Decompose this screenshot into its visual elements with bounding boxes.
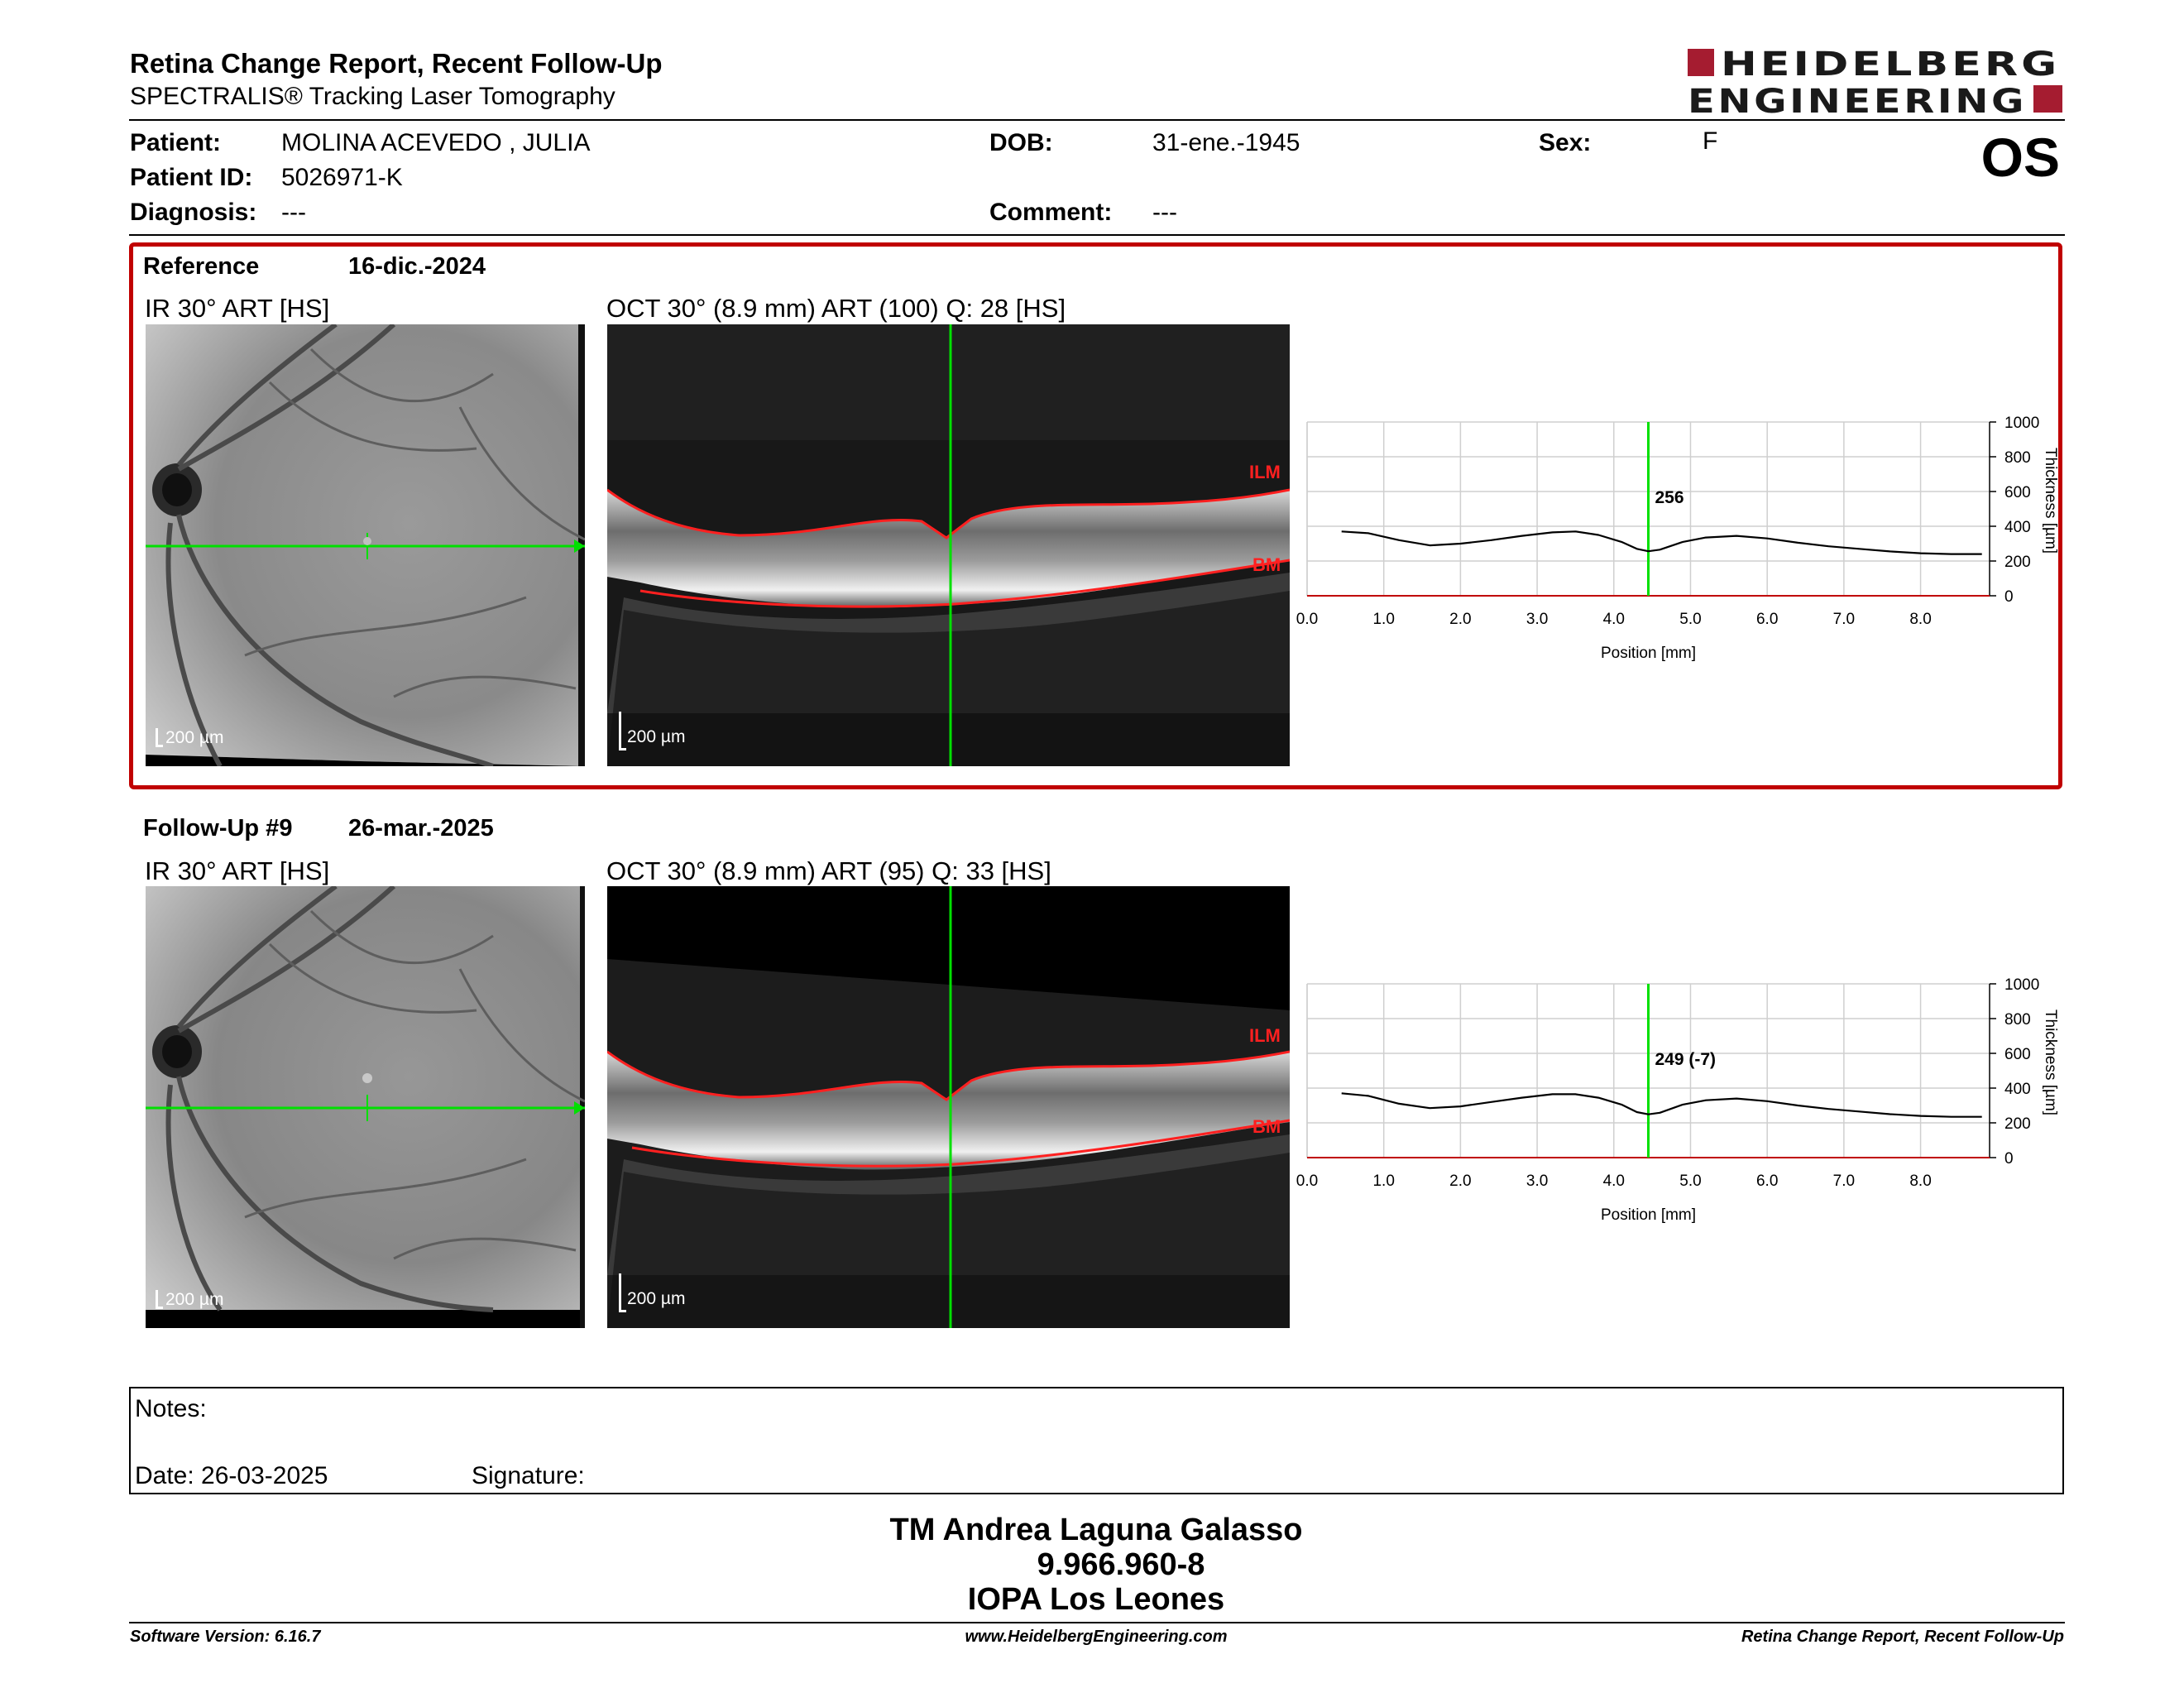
- report-title: Retina Change Report, Recent Follow-Up: [130, 48, 663, 79]
- notes-box: [129, 1387, 2064, 1494]
- reference-label: Reference: [143, 253, 260, 280]
- followup-oct-title: OCT 30° (8.9 mm) ART (95) Q: 33 [HS]: [606, 856, 1051, 885]
- followup-chart-xtick-label: 1.0: [1372, 1172, 1394, 1190]
- reference-chart-ytick-label: 400: [2004, 519, 2031, 536]
- eye-indicator: OS: [1980, 127, 2060, 188]
- followup-chart-ytick-label: 1000: [2004, 976, 2039, 994]
- reference-chart-xtick-label: 6.0: [1756, 611, 1778, 628]
- followup-chart-ylabel: Thickness [µm]: [2042, 1009, 2059, 1115]
- diagnosis-value: ---: [281, 199, 306, 226]
- footer-software-version: Software Version: 6.16.7: [130, 1628, 321, 1646]
- reference-chart-xtick-label: 7.0: [1833, 611, 1855, 628]
- reference-chart-xtick-label: 8.0: [1909, 611, 1931, 628]
- followup-date: 26-mar.-2025: [348, 815, 494, 842]
- followup-chart-xlabel: Position [mm]: [1601, 1206, 1696, 1224]
- followup-oct-scale: 200 µm: [627, 1289, 686, 1308]
- reference-bm-label: BM: [1252, 554, 1281, 575]
- diagnosis-label: Diagnosis:: [130, 199, 257, 226]
- reference-oct-image: ILM BM 200 µm: [607, 324, 1290, 766]
- header-divider: [129, 119, 2065, 121]
- notes-label: Notes:: [135, 1395, 207, 1422]
- reference-oct-scale: 200 µm: [627, 727, 686, 746]
- followup-chart-xtick-label: 3.0: [1526, 1172, 1548, 1190]
- scale-bar-icon: [619, 1273, 626, 1312]
- patient-label: Patient:: [130, 129, 222, 156]
- patient-name: MOLINA ACEVEDO , JULIA: [281, 129, 591, 156]
- comment-label: Comment:: [989, 199, 1113, 226]
- reference-ir-scale: 200 µm: [165, 728, 224, 747]
- reference-frame: [129, 242, 2062, 789]
- reference-chart-cursor-label: 256: [1655, 488, 1684, 507]
- sex-value: F: [1703, 127, 1718, 155]
- logo-line1: HEIDELBERG: [1721, 46, 2060, 84]
- patient-divider: [129, 234, 2065, 236]
- followup-ir-title: IR 30° ART [HS]: [145, 856, 330, 885]
- reference-chart-xtick-label: 2.0: [1449, 611, 1471, 628]
- followup-chart-xtick-label: 5.0: [1679, 1172, 1701, 1190]
- followup-ilm-label: ILM: [1249, 1025, 1281, 1046]
- followup-chart-ytick-label: 600: [2004, 1046, 2031, 1063]
- followup-chart-xtick-label: 7.0: [1833, 1172, 1855, 1190]
- reference-chart-ytick-label: 200: [2004, 554, 2031, 571]
- reference-chart-ytick-label: 800: [2004, 449, 2031, 467]
- reference-chart-xlabel: Position [mm]: [1601, 645, 1696, 662]
- followup-chart-xtick-label: 4.0: [1603, 1172, 1625, 1190]
- patient-id-value: 5026971-K: [281, 164, 403, 191]
- followup-chart-xtick-label: 6.0: [1756, 1172, 1778, 1190]
- reference-oct-title: OCT 30° (8.9 mm) ART (100) Q: 28 [HS]: [606, 294, 1066, 323]
- report-subtitle: SPECTRALIS® Tracking Laser Tomography: [130, 83, 615, 110]
- sex-label: Sex:: [1539, 129, 1592, 156]
- comment-value: ---: [1152, 199, 1177, 226]
- footer-report-name: Retina Change Report, Recent Follow-Up: [1741, 1628, 2064, 1646]
- signature-label: Signature:: [472, 1462, 585, 1489]
- followup-chart-xtick-label: 8.0: [1909, 1172, 1931, 1190]
- followup-chart-ytick-label: 200: [2004, 1115, 2031, 1133]
- reference-chart-xtick-label: 4.0: [1603, 611, 1625, 628]
- dob-label: DOB:: [989, 129, 1053, 156]
- scale-bar-icon: [619, 712, 626, 750]
- reference-date: 16-dic.-2024: [348, 253, 486, 280]
- reference-ilm-label: ILM: [1249, 462, 1281, 482]
- footer-divider: [129, 1622, 2065, 1623]
- followup-bm-label: BM: [1252, 1116, 1281, 1137]
- followup-label: Follow-Up #9: [143, 815, 293, 842]
- reference-ir-image: 200 µm: [146, 324, 585, 766]
- followup-chart-xtick-label: 2.0: [1449, 1172, 1471, 1190]
- followup-oct-image: ILM BM 200 µm: [607, 886, 1290, 1328]
- reference-ir-title: IR 30° ART [HS]: [145, 294, 330, 323]
- followup-ir-image: 200 µm: [146, 886, 585, 1328]
- notes-date: Date: 26-03-2025: [135, 1462, 328, 1489]
- reference-chart-xtick-label: 3.0: [1526, 611, 1548, 628]
- reference-chart-xtick-label: 1.0: [1372, 611, 1394, 628]
- reference-chart-xtick-label: 0.0: [1296, 611, 1318, 628]
- reference-chart-ylabel: Thickness [µm]: [2042, 448, 2059, 554]
- reference-chart-xtick-label: 5.0: [1679, 611, 1701, 628]
- followup-chart-ytick-label: 0: [2004, 1150, 2014, 1168]
- followup-chart-ytick-label: 400: [2004, 1081, 2031, 1098]
- scale-bar-icon: [156, 1290, 163, 1309]
- scale-bar-icon: [156, 728, 163, 747]
- followup-ir-scale: 200 µm: [165, 1290, 224, 1309]
- reference-chart-ytick-label: 0: [2004, 588, 2014, 606]
- followup-chart-cursor-label: 249 (-7): [1655, 1050, 1717, 1069]
- reference-chart-ytick-label: 600: [2004, 484, 2031, 501]
- followup-thickness-chart: 0 200 400 600 800 1000 0.0 1.0 2.0 3.0 4.0 5.0 6.0 7.…: [1296, 976, 2059, 1224]
- followup-chart-ytick-label: 800: [2004, 1011, 2031, 1029]
- reference-chart-ytick-label: 1000: [2004, 415, 2039, 432]
- signer-name: TM Andrea Laguna Galasso: [889, 1513, 1303, 1547]
- followup-chart-xtick-label: 0.0: [1296, 1172, 1318, 1190]
- heidelberg-logo: HEIDELBERG ENGINEERING: [1688, 46, 2064, 121]
- dob-value: 31-ene.-1945: [1152, 129, 1300, 156]
- signer-id: 9.966.960-8: [1037, 1547, 1205, 1582]
- patient-id-label: Patient ID:: [130, 164, 253, 191]
- followup-chart-thickness-line: [1341, 1092, 1982, 1118]
- reference-thickness-chart: 0 200 400 600 800 1000 0.0 1.0 2.0 3.0 4.0 5.0 6.0 7.…: [1296, 415, 2059, 662]
- reference-chart-thickness-line: [1341, 530, 1982, 555]
- signer-org: IOPA Los Leones: [967, 1582, 1225, 1617]
- logo-line2: ENGINEERING: [1688, 83, 2027, 117]
- footer-website: www.HeidelbergEngineering.com: [965, 1628, 1228, 1646]
